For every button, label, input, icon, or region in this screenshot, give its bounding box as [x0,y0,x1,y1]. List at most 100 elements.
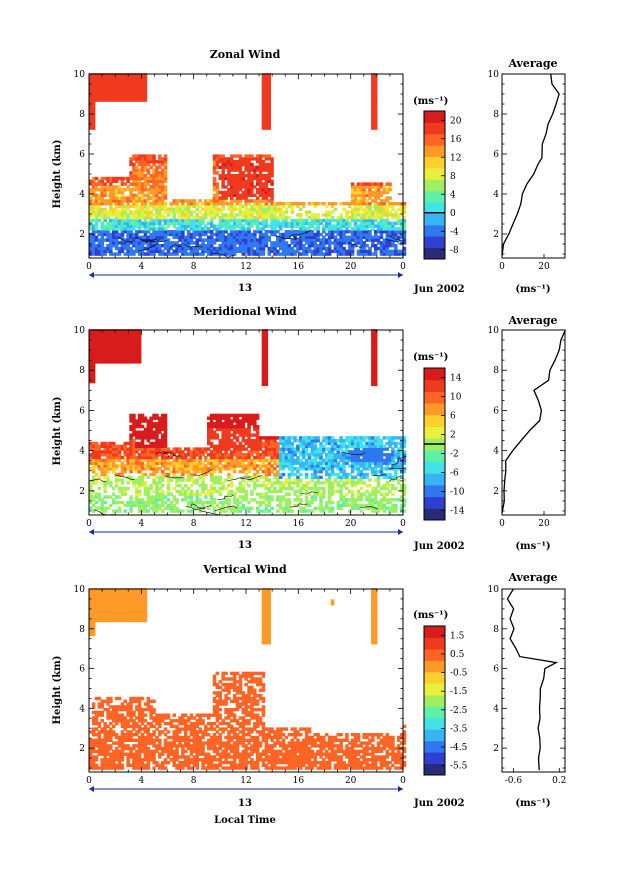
heatmap-cell [129,227,133,231]
heatmap-cell [114,95,119,99]
heatmap-cell [137,76,142,80]
heatmap-cell [261,249,266,253]
heatmap-cell [137,160,142,164]
heatmap-cell [362,182,366,186]
heatmap-cell [264,98,269,102]
heatmap-cell [137,249,142,253]
heatmap-cell [204,458,208,463]
heatmap-cell [106,230,110,234]
heatmap-cell [120,73,125,77]
heatmap-cell [261,365,266,370]
heatmap-cell [261,450,266,454]
heatmap-cell [109,252,113,256]
heatmap-cell [198,232,202,237]
heatmap-cell [232,182,237,186]
heatmap-cell [218,450,222,454]
heatmap-cell [137,424,142,429]
heatmap-cell [114,241,119,245]
heatmap-cell [238,244,243,248]
heatmap-cell [120,470,125,474]
heatmap-cell [123,199,127,203]
heatmap-cell [296,244,300,248]
heatmap-cell [310,244,315,248]
heatmap-cell [137,470,142,474]
heatmap-cell [94,329,99,333]
heatmap-cell [129,500,133,505]
heatmap-cell [235,249,240,253]
heatmap-cell [106,455,110,460]
contour-line [183,243,203,248]
heatmap-cell [94,207,99,211]
heatmap-cell [276,204,280,209]
heatmap-cell [382,252,387,256]
heatmap-cell [247,213,251,217]
heatmap-cell [284,230,289,234]
heatmap-cell [201,464,205,468]
heatmap-cell [163,461,168,465]
heatmap-cell [327,238,332,242]
heatmap-cell [264,334,269,339]
heatmap-cell [155,199,159,203]
heatmap-cell [163,235,168,239]
heatmap-cell [143,185,148,189]
heatmap-cell [189,204,194,209]
heatmap-cell [350,190,355,195]
heatmap-cell [296,478,300,482]
heatmap-cell [112,357,116,361]
heatmap-cell [247,179,251,183]
heatmap-cell [140,84,145,88]
heatmap-cell [336,241,340,245]
heatmap-cell [91,360,96,364]
heatmap-cell [201,447,205,451]
heatmap-cell [313,216,317,220]
heatmap-cell [304,461,309,465]
heatmap-cell [218,190,222,195]
heatmap-cell [129,475,133,479]
heatmap-cell [186,230,191,234]
heatmap-cell [117,506,122,510]
heatmap-cell [120,249,125,253]
heatmap-cell [172,207,176,211]
heatmap-cell [152,185,156,189]
heatmap-cell [209,207,214,211]
heatmap-cell [371,90,375,94]
heatmap-cell [330,461,335,465]
heatmap-cell [310,241,315,245]
heatmap-cell [135,221,139,225]
heatmap-cell [279,207,283,211]
heatmap-cell [94,81,99,85]
heatmap-cell [267,190,271,195]
heatmap-cell [120,95,125,99]
heatmap-cell [339,470,343,474]
heatmap-cell [330,444,335,448]
zonal-day-label: 13 [238,283,252,294]
heatmap-cell [316,475,320,479]
heatmap-cell [218,500,222,505]
heatmap-cell [169,470,174,474]
heatmap-cell [284,486,289,491]
heatmap-cell [149,188,153,192]
heatmap-cell [284,498,289,502]
heatmap-cell [230,441,234,446]
heatmap-cell [143,444,148,448]
heatmap-cell [132,210,136,214]
heatmap-cell [106,464,110,468]
heatmap-cell [143,436,148,440]
heatmap-cell [232,235,237,239]
heatmap-cell [290,467,294,471]
heatmap-cell [146,500,151,505]
heatmap-cell [175,202,179,206]
heatmap-cell [215,160,220,164]
heatmap-cell [397,216,401,220]
heatmap-cell [382,185,387,189]
heatmap-cell [310,475,315,479]
heatmap-cell [207,235,211,239]
heatmap-cell [273,230,277,234]
heatmap-cell [379,221,384,225]
heatmap-cell [218,230,222,234]
heatmap-cell [132,351,136,356]
heatmap-cell [212,416,217,420]
heatmap-cell [261,73,266,77]
heatmap-cell [181,458,185,463]
heatmap-cell [319,444,323,448]
